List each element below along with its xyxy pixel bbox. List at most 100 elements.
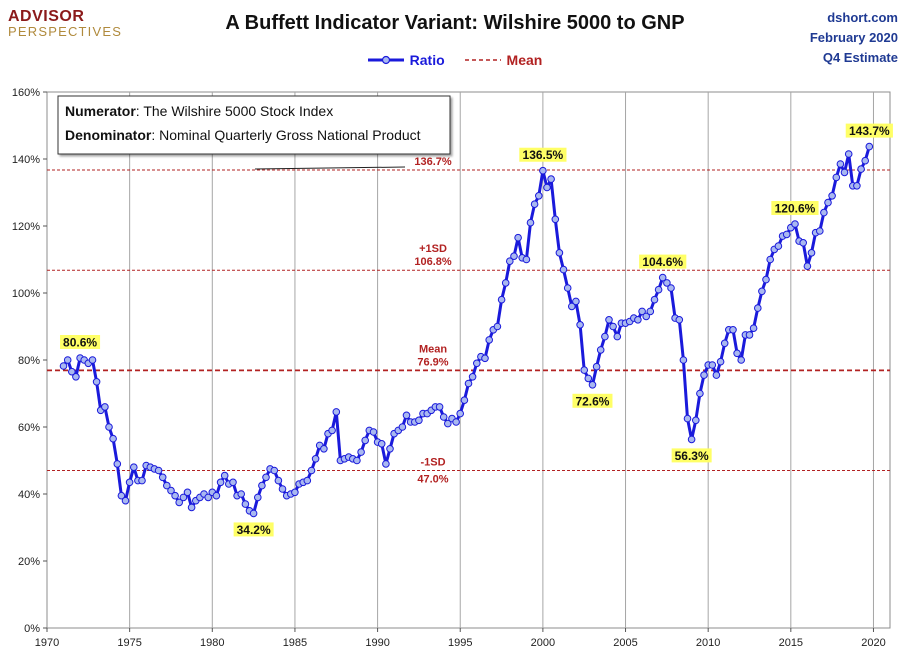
ratio-point	[572, 297, 580, 306]
y-tick-label: 60%	[18, 422, 40, 434]
ratio-point	[782, 230, 791, 239]
x-tick-label: 2015	[779, 637, 803, 649]
ratio-point	[439, 413, 448, 421]
ratio-point	[361, 436, 370, 445]
info-box: Numerator: The Wilshire 5000 Stock Index…	[57, 95, 451, 155]
ratio-point	[836, 160, 845, 168]
ratio-point	[853, 182, 861, 190]
ratio-point	[857, 165, 865, 173]
source-date: February 2020	[809, 30, 898, 45]
ratio-point	[171, 491, 179, 500]
ratio-point	[311, 455, 320, 463]
ratio-point	[332, 408, 341, 416]
x-tick-label: 1975	[117, 637, 141, 649]
source-site: dshort.com	[827, 10, 898, 25]
ratio-point	[386, 445, 394, 453]
ratio-point	[456, 409, 465, 418]
ratio-point	[762, 275, 770, 284]
source-block: dshort.com February 2020 Q4 Estimate	[810, 8, 898, 68]
ratio-point	[642, 312, 651, 321]
ratio-point	[506, 257, 514, 266]
reference-label: -1SD	[420, 457, 445, 469]
ratio-point	[377, 440, 386, 448]
y-tick-label: 80%	[18, 355, 40, 367]
callout-label: 143.7%	[849, 124, 890, 138]
ratio-point	[237, 490, 245, 498]
ratio-point	[535, 192, 543, 200]
ratio-point	[559, 265, 568, 274]
ratio-point	[464, 379, 473, 388]
ratio-point	[563, 284, 572, 292]
ratio-point	[398, 423, 407, 431]
ratio-point	[179, 493, 188, 502]
callout-label: 56.3%	[675, 449, 709, 463]
ratio-point	[766, 255, 775, 264]
ratio-point	[68, 367, 76, 376]
ratio-point	[187, 503, 196, 512]
ratio-point	[514, 233, 522, 242]
ratio-point	[708, 361, 717, 369]
advisor-perspectives-logo: ADVISOR PERSPECTIVES	[8, 8, 122, 39]
legend-ratio-swatch	[367, 55, 404, 65]
ratio-point	[547, 175, 555, 183]
ratio-point	[167, 486, 175, 495]
numerator-text: : The Wilshire 5000 Stock Index	[136, 103, 333, 119]
ratio-point	[382, 460, 390, 468]
ratio-point	[101, 403, 109, 411]
ratio-point	[328, 426, 336, 435]
ratio-point	[216, 478, 225, 487]
callout-label: 104.6%	[642, 255, 683, 269]
ratio-point	[592, 362, 601, 371]
ratio-point	[692, 416, 700, 425]
ratio-point	[278, 485, 287, 493]
ratio-point	[803, 262, 812, 271]
ratio-point	[415, 416, 423, 425]
ratio-point	[596, 346, 605, 354]
ratio-point	[481, 354, 489, 363]
ratio-point	[485, 336, 494, 344]
callout-highlight	[233, 522, 274, 537]
svg-text:Denominator: Nominal Quarterly: Denominator: Nominal Quarterly Gross Nat…	[65, 127, 421, 143]
ratio-point	[638, 307, 646, 316]
ratio-point	[580, 366, 589, 374]
ratio-point	[733, 349, 741, 358]
ratio-point	[468, 373, 477, 381]
x-tick-label: 1990	[365, 637, 389, 649]
ratio-point	[72, 373, 80, 381]
ratio-point	[253, 493, 262, 502]
reference-value: 136.7%	[414, 156, 452, 168]
legend-ratio-label: Ratio	[409, 52, 445, 68]
ratio-point	[816, 227, 824, 235]
ratio-point	[121, 496, 130, 505]
reference-value: 47.0%	[417, 474, 448, 486]
ratio-point	[113, 460, 122, 468]
ratio-point	[183, 488, 192, 497]
ratio-point	[88, 356, 97, 364]
chart-header: ADVISOR PERSPECTIVES A Buffett Indicator…	[0, 0, 910, 90]
ratio-point	[212, 491, 221, 500]
ratio-point	[675, 316, 684, 324]
ratio-point	[522, 255, 531, 264]
ratio-point	[109, 434, 117, 443]
ratio-point	[555, 249, 564, 257]
y-tick-label: 140%	[12, 154, 40, 166]
y-tick-label: 100%	[12, 288, 40, 300]
ratio-point	[584, 374, 593, 383]
callout-highlight	[60, 334, 101, 349]
ratio-point	[510, 252, 518, 261]
ratio-point	[473, 359, 481, 368]
y-tick-label: 120%	[12, 221, 40, 233]
x-tick-label: 1970	[35, 637, 59, 649]
ratio-point	[663, 279, 671, 287]
ratio-point	[654, 285, 663, 294]
ratio-point	[745, 331, 754, 339]
y-tick-label: 20%	[18, 556, 40, 568]
logo-line1: ADVISOR	[8, 8, 85, 25]
denominator-text: : Nominal Quarterly Gross National Produ…	[151, 127, 420, 143]
ratio-point	[683, 414, 692, 423]
ratio-point	[609, 322, 617, 331]
ratio-point	[667, 284, 675, 292]
ratio-point	[63, 356, 72, 364]
source-estimate: Q4 Estimate	[822, 50, 898, 65]
